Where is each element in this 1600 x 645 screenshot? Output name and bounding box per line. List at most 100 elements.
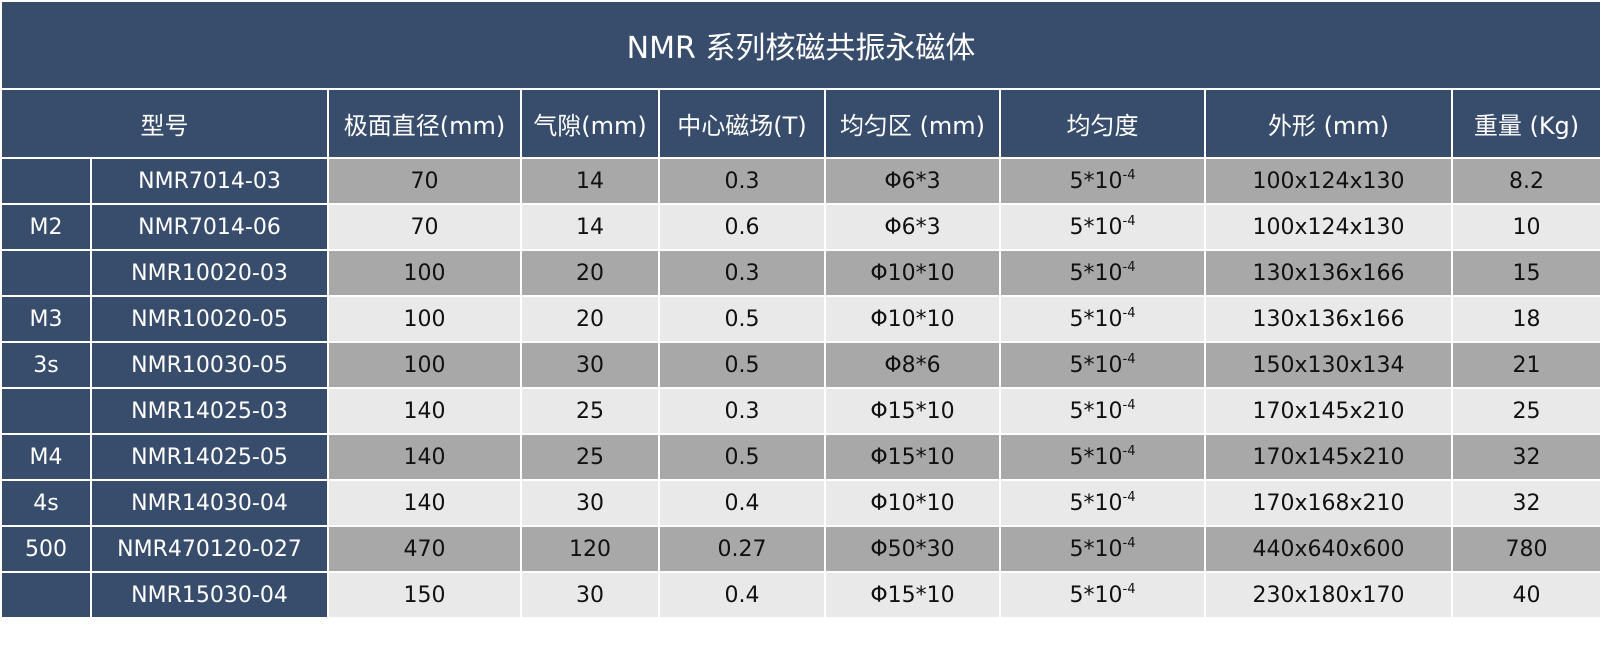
dimensions-cell: 170x145x210 (1204, 387, 1453, 435)
uniformity-cell: 5*10-4 (999, 387, 1206, 435)
uniform-region-cell: Φ10*10 (824, 249, 1001, 297)
uniformity-exponent: -4 (1122, 259, 1136, 275)
model-cell: NMR15030-04 (90, 571, 329, 619)
uniformity-cell: 5*10-4 (999, 295, 1206, 343)
uniformity-exponent: -4 (1122, 443, 1136, 459)
model-cell: NMR470120-027 (90, 525, 329, 573)
model-cell: NMR14025-05 (90, 433, 329, 481)
weight-cell: 18 (1451, 295, 1600, 343)
pole-diameter-cell: 140 (327, 433, 522, 481)
center-field-cell: 0.3 (658, 387, 826, 435)
weight-cell: 15 (1451, 249, 1600, 297)
pole-diameter-cell: 150 (327, 571, 522, 619)
center-field-cell: 0.5 (658, 295, 826, 343)
table-row: 500 NMR470120-027 470 120 0.27 Φ50*30 5*… (0, 525, 1600, 573)
gap-cell: 20 (520, 295, 660, 343)
center-field-cell: 0.5 (658, 341, 826, 389)
uniform-region-cell: Φ50*30 (824, 525, 1001, 573)
uniformity-base: 5*10 (1069, 490, 1123, 516)
uniformity-cell: 5*10-4 (999, 249, 1206, 297)
pole-diameter-cell: 470 (327, 525, 522, 573)
weight-cell: 32 (1451, 433, 1600, 481)
pole-diameter-cell: 70 (327, 157, 522, 205)
uniform-region-cell: Φ10*10 (824, 479, 1001, 527)
dimensions-cell: 170x145x210 (1204, 433, 1453, 481)
header-center-field: 中心磁场(T) (658, 88, 826, 159)
model-cell: NMR10020-03 (90, 249, 329, 297)
dimensions-cell: 150x130x134 (1204, 341, 1453, 389)
center-field-cell: 0.4 (658, 479, 826, 527)
table-title: NMR 系列核磁共振永磁体 (0, 0, 1600, 90)
table-row: NMR7014-03 70 14 0.3 Φ6*3 5*10-4 100x124… (0, 157, 1600, 205)
weight-cell: 40 (1451, 571, 1600, 619)
uniformity-base: 5*10 (1069, 214, 1123, 240)
gap-cell: 30 (520, 479, 660, 527)
uniformity-base: 5*10 (1069, 306, 1123, 332)
dimensions-cell: 130x136x166 (1204, 295, 1453, 343)
dimensions-cell: 130x136x166 (1204, 249, 1453, 297)
uniformity-base: 5*10 (1069, 168, 1123, 194)
gap-cell: 25 (520, 387, 660, 435)
pole-diameter-cell: 100 (327, 249, 522, 297)
weight-cell: 8.2 (1451, 157, 1600, 205)
header-weight: 重量 (Kg) (1451, 88, 1600, 159)
series-label: M2 (0, 203, 92, 251)
model-cell: NMR7014-03 (90, 157, 329, 205)
table-row: NMR14025-03 140 25 0.3 Φ15*10 5*10-4 170… (0, 387, 1600, 435)
table-row: M2 NMR7014-06 70 14 0.6 Φ6*3 5*10-4 100x… (0, 203, 1600, 251)
center-field-cell: 0.3 (658, 157, 826, 205)
header-uniformity: 均匀度 (999, 88, 1206, 159)
gap-cell: 14 (520, 203, 660, 251)
center-field-cell: 0.4 (658, 571, 826, 619)
header-dimensions: 外形 (mm) (1204, 88, 1453, 159)
table-row: 3s NMR10030-05 100 30 0.5 Φ8*6 5*10-4 15… (0, 341, 1600, 389)
series-label: 4s (0, 479, 92, 527)
uniformity-cell: 5*10-4 (999, 525, 1206, 573)
model-cell: NMR14025-03 (90, 387, 329, 435)
uniformity-base: 5*10 (1069, 444, 1123, 470)
gap-cell: 20 (520, 249, 660, 297)
gap-cell: 14 (520, 157, 660, 205)
uniformity-cell: 5*10-4 (999, 571, 1206, 619)
uniformity-exponent: -4 (1122, 213, 1136, 229)
uniform-region-cell: Φ15*10 (824, 571, 1001, 619)
series-label (0, 157, 92, 205)
series-label: M4 (0, 433, 92, 481)
series-label (0, 571, 92, 619)
uniformity-exponent: -4 (1122, 167, 1136, 183)
pole-diameter-cell: 70 (327, 203, 522, 251)
model-cell: NMR10030-05 (90, 341, 329, 389)
uniformity-cell: 5*10-4 (999, 341, 1206, 389)
dimensions-cell: 230x180x170 (1204, 571, 1453, 619)
dimensions-cell: 440x640x600 (1204, 525, 1453, 573)
uniformity-base: 5*10 (1069, 260, 1123, 286)
weight-cell: 10 (1451, 203, 1600, 251)
pole-diameter-cell: 100 (327, 295, 522, 343)
weight-cell: 21 (1451, 341, 1600, 389)
pole-diameter-cell: 100 (327, 341, 522, 389)
table-row: M4 NMR14025-05 140 25 0.5 Φ15*10 5*10-4 … (0, 433, 1600, 481)
uniformity-base: 5*10 (1069, 352, 1123, 378)
gap-cell: 30 (520, 341, 660, 389)
model-cell: NMR7014-06 (90, 203, 329, 251)
uniform-region-cell: Φ15*10 (824, 433, 1001, 481)
table-row: NMR15030-04 150 30 0.4 Φ15*10 5*10-4 230… (0, 571, 1600, 619)
uniformity-cell: 5*10-4 (999, 157, 1206, 205)
series-label: 3s (0, 341, 92, 389)
gap-cell: 25 (520, 433, 660, 481)
uniformity-cell: 5*10-4 (999, 433, 1206, 481)
center-field-cell: 0.27 (658, 525, 826, 573)
uniform-region-cell: Φ6*3 (824, 203, 1001, 251)
uniformity-exponent: -4 (1122, 305, 1136, 321)
uniformity-exponent: -4 (1122, 581, 1136, 597)
uniformity-exponent: -4 (1122, 489, 1136, 505)
series-label (0, 387, 92, 435)
uniformity-base: 5*10 (1069, 536, 1123, 562)
weight-cell: 780 (1451, 525, 1600, 573)
header-row: 型号 极面直径(mm) 气隙(mm) 中心磁场(T) 均匀区 (mm) 均匀度 … (0, 88, 1600, 159)
weight-cell: 25 (1451, 387, 1600, 435)
series-label: 500 (0, 525, 92, 573)
model-cell: NMR10020-05 (90, 295, 329, 343)
pole-diameter-cell: 140 (327, 479, 522, 527)
series-label (0, 249, 92, 297)
